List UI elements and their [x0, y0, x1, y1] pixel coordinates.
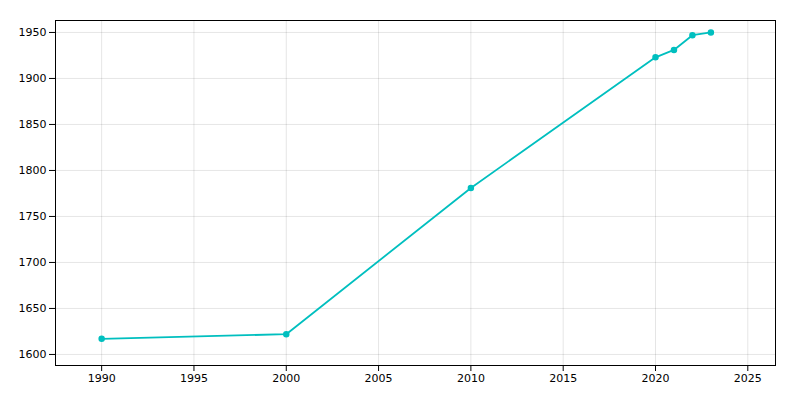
svg-text:1990: 1990 [88, 372, 116, 385]
svg-text:1600: 1600 [19, 348, 47, 361]
svg-text:1850: 1850 [19, 118, 47, 131]
svg-text:1900: 1900 [19, 72, 47, 85]
svg-text:1650: 1650 [19, 302, 47, 315]
svg-text:2000: 2000 [272, 372, 300, 385]
svg-text:2020: 2020 [642, 372, 670, 385]
svg-text:1700: 1700 [19, 256, 47, 269]
svg-text:1750: 1750 [19, 210, 47, 223]
svg-text:1800: 1800 [19, 164, 47, 177]
svg-text:1950: 1950 [19, 26, 47, 39]
svg-text:1995: 1995 [180, 372, 208, 385]
svg-text:2025: 2025 [734, 372, 762, 385]
svg-text:2015: 2015 [549, 372, 577, 385]
svg-text:2010: 2010 [457, 372, 485, 385]
svg-text:2005: 2005 [365, 372, 393, 385]
